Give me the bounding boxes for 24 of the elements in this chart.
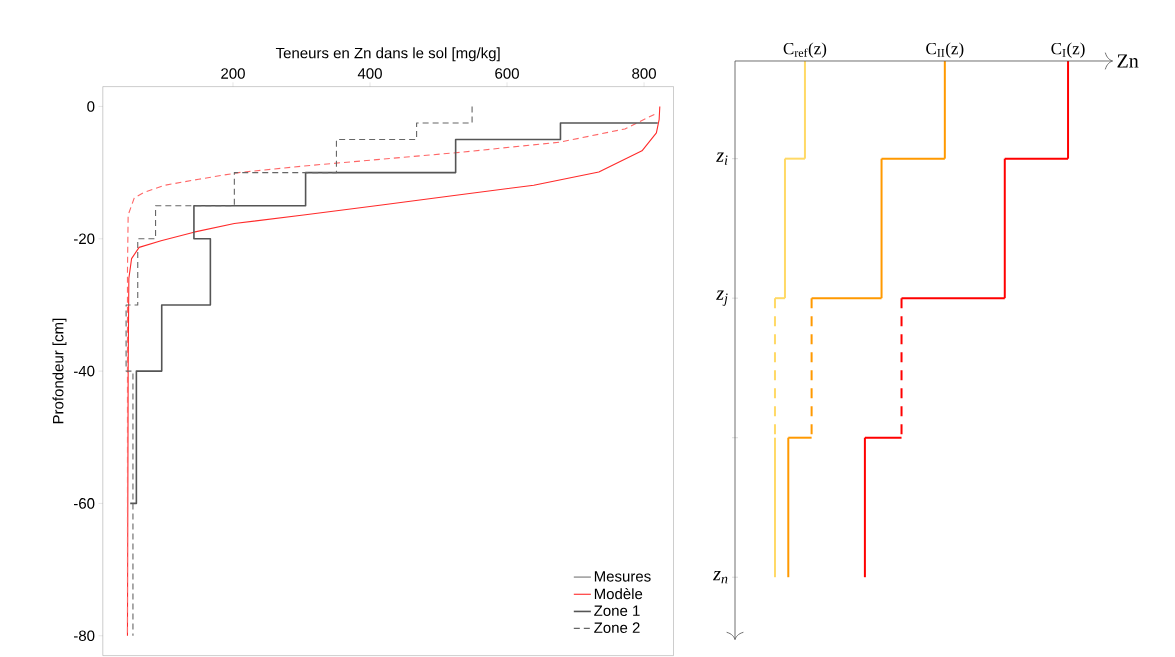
x-tick-label: 800 [632, 68, 656, 79]
y-tick-label: z$_{j}$ [716, 290, 728, 306]
y-tick-label: 0 [87, 101, 95, 112]
legend-label: Modèle [594, 588, 643, 600]
x-axis-title: Teneurs en Zn dans le sol [mg/kg] [275, 47, 500, 62]
x-axis-title: Zn [1117, 54, 1139, 68]
annotation: Mesures [594, 571, 651, 582]
x-tick-label: 200 [221, 68, 245, 79]
legend-label: Zone 2 [594, 622, 640, 633]
text: C$_{ref}$(z) [783, 42, 827, 58]
y-tick-label: -80 [73, 630, 95, 642]
text: C$_{I}$(z) [1051, 42, 1085, 58]
legend-label: Zone 1 [594, 605, 640, 616]
text: C$_{II}$(z) [926, 42, 964, 58]
y-tick-label: z$_{n}$ [712, 571, 728, 584]
y-tick-label: -40 [73, 365, 95, 377]
y-tick-label: -20 [73, 233, 95, 245]
line-series [129, 122, 659, 505]
line-series [125, 105, 473, 637]
x-tick-label: 400 [357, 68, 382, 79]
y-tick-label: z$_{i}$ [716, 152, 728, 165]
y-axis-title: Profondeur [cm] [52, 318, 67, 424]
x-tick-label: 600 [495, 68, 519, 79]
y-tick-label: -60 [73, 498, 95, 509]
